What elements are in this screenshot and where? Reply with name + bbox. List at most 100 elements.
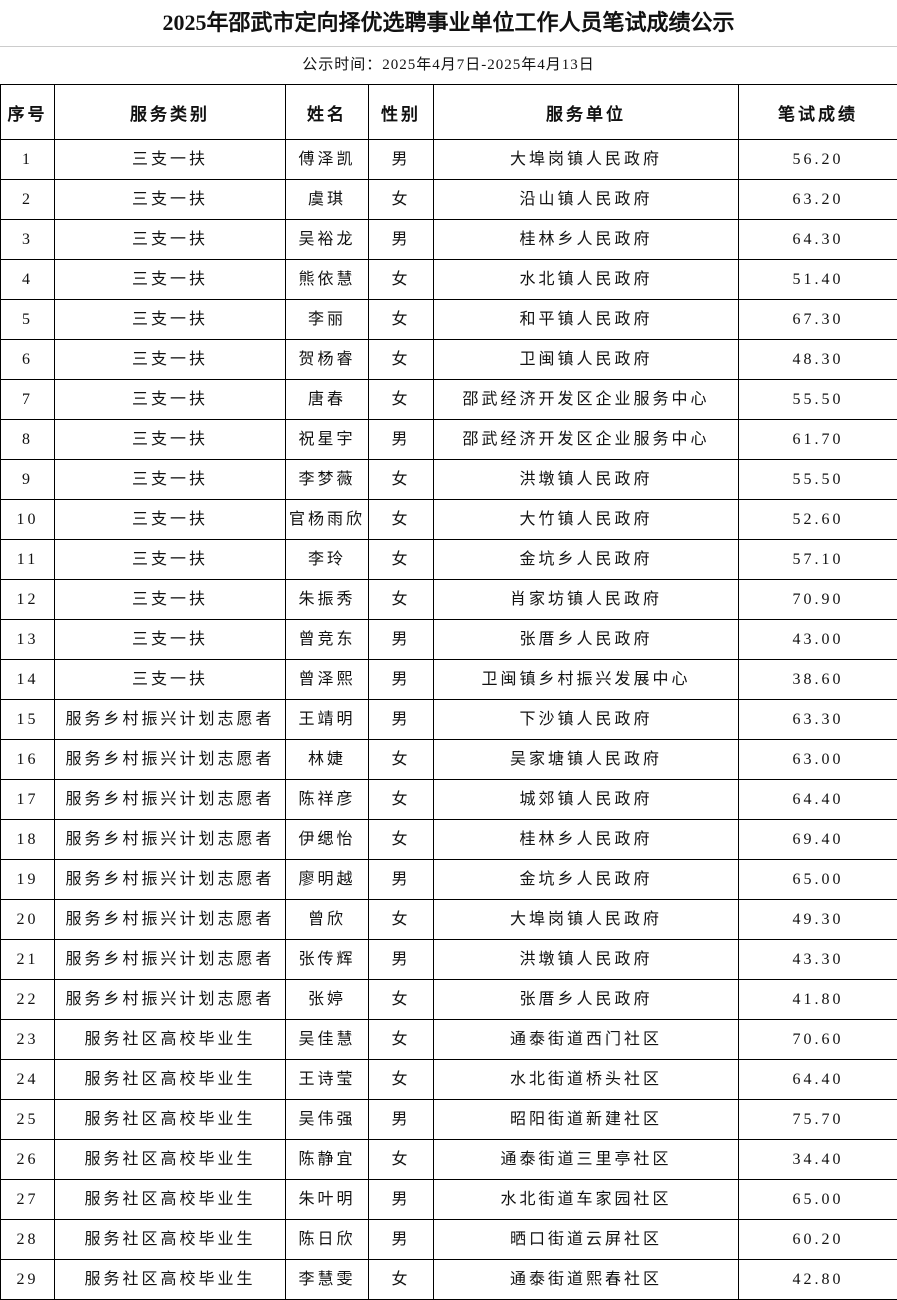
cell-service-unit: 卫闽镇乡村振兴发展中心 — [434, 660, 739, 700]
cell-gender: 女 — [369, 1260, 434, 1300]
cell-name: 李玲 — [286, 540, 369, 580]
cell-service-unit: 通泰街道熙春社区 — [434, 1260, 739, 1300]
cell-gender: 女 — [369, 740, 434, 780]
cell-written-score: 57.10 — [739, 540, 897, 580]
cell-service-category: 三支一扶 — [55, 300, 286, 340]
cell-written-score: 43.00 — [739, 620, 897, 660]
cell-written-score: 63.00 — [739, 740, 897, 780]
cell-service-unit: 昭阳街道新建社区 — [434, 1100, 739, 1140]
header-service-unit: 服务单位 — [434, 85, 739, 140]
cell-service-category: 服务乡村振兴计划志愿者 — [55, 700, 286, 740]
cell-name: 王诗莹 — [286, 1060, 369, 1100]
cell-service-category: 服务社区高校毕业生 — [55, 1060, 286, 1100]
cell-service-unit: 邵武经济开发区企业服务中心 — [434, 380, 739, 420]
page-title: 2025年邵武市定向择优选聘事业单位工作人员笔试成绩公示 — [0, 0, 897, 47]
cell-index: 24 — [1, 1060, 55, 1100]
cell-gender: 男 — [369, 140, 434, 180]
name-text: 熊依慧 — [286, 269, 368, 291]
cell-gender: 女 — [369, 340, 434, 380]
cell-service-category: 三支一扶 — [55, 180, 286, 220]
cell-index: 6 — [1, 340, 55, 380]
cell-service-unit: 和平镇人民政府 — [434, 300, 739, 340]
cell-written-score: 41.80 — [739, 980, 897, 1020]
cell-index: 8 — [1, 420, 55, 460]
cell-written-score: 63.30 — [739, 700, 897, 740]
cell-name: 伊缌怡 — [286, 820, 369, 860]
cell-service-category: 服务社区高校毕业生 — [55, 1260, 286, 1300]
name-text: 吴佳慧 — [286, 1029, 368, 1051]
cell-written-score: 51.40 — [739, 260, 897, 300]
cell-index: 10 — [1, 500, 55, 540]
cell-name: 曾竞东 — [286, 620, 369, 660]
cell-service-category: 三支一扶 — [55, 420, 286, 460]
name-text: 曾泽熙 — [286, 669, 368, 691]
cell-service-category: 三支一扶 — [55, 260, 286, 300]
cell-written-score: 67.30 — [739, 300, 897, 340]
cell-index: 2 — [1, 180, 55, 220]
name-text: 廖明越 — [286, 869, 368, 891]
name-text: 王诗莹 — [286, 1069, 368, 1091]
header-written-score: 笔试成绩 — [739, 85, 897, 140]
name-text: 曾欣 — [286, 909, 368, 931]
cell-service-unit: 水北镇人民政府 — [434, 260, 739, 300]
cell-service-category: 三支一扶 — [55, 620, 286, 660]
header-index: 序号 — [1, 85, 55, 140]
cell-name: 朱振秀 — [286, 580, 369, 620]
cell-service-category: 三支一扶 — [55, 580, 286, 620]
cell-index: 20 — [1, 900, 55, 940]
name-text: 贺杨睿 — [286, 349, 368, 371]
cell-name: 吴裕龙 — [286, 220, 369, 260]
cell-name: 陈静宜 — [286, 1140, 369, 1180]
cell-service-category: 服务社区高校毕业生 — [55, 1140, 286, 1180]
cell-index: 28 — [1, 1220, 55, 1260]
cell-service-unit: 桂林乡人民政府 — [434, 820, 739, 860]
cell-gender: 女 — [369, 580, 434, 620]
cell-name: 王靖明 — [286, 700, 369, 740]
cell-index: 21 — [1, 940, 55, 980]
cell-service-unit: 桂林乡人民政府 — [434, 220, 739, 260]
cell-name: 李丽 — [286, 300, 369, 340]
cell-name: 傅泽凯 — [286, 140, 369, 180]
cell-gender: 女 — [369, 540, 434, 580]
cell-written-score: 34.40 — [739, 1140, 897, 1180]
cell-gender: 男 — [369, 620, 434, 660]
name-text: 陈祥彦 — [286, 789, 368, 811]
cell-index: 17 — [1, 780, 55, 820]
cell-gender: 男 — [369, 1100, 434, 1140]
cell-name: 唐春 — [286, 380, 369, 420]
cell-service-unit: 下沙镇人民政府 — [434, 700, 739, 740]
name-text: 李慧雯 — [286, 1269, 368, 1291]
name-text: 虞琪 — [286, 189, 368, 211]
cell-service-category: 服务乡村振兴计划志愿者 — [55, 740, 286, 780]
cell-written-score: 38.60 — [739, 660, 897, 700]
cell-name: 祝星宇 — [286, 420, 369, 460]
name-text: 官杨雨欣 — [286, 509, 368, 531]
cell-name: 朱叶明 — [286, 1180, 369, 1220]
cell-written-score: 49.30 — [739, 900, 897, 940]
cell-gender: 女 — [369, 1020, 434, 1060]
cell-index: 9 — [1, 460, 55, 500]
cell-gender: 女 — [369, 380, 434, 420]
cell-gender: 女 — [369, 900, 434, 940]
cell-written-score: 65.00 — [739, 1180, 897, 1220]
cell-service-unit: 通泰街道西门社区 — [434, 1020, 739, 1060]
name-text: 傅泽凯 — [286, 149, 368, 171]
cell-name: 曾泽熙 — [286, 660, 369, 700]
name-text: 朱振秀 — [286, 589, 368, 611]
cell-written-score: 42.80 — [739, 1260, 897, 1300]
cell-name: 贺杨睿 — [286, 340, 369, 380]
header-gender: 性别 — [369, 85, 434, 140]
cell-index: 11 — [1, 540, 55, 580]
cell-written-score: 55.50 — [739, 380, 897, 420]
cell-written-score: 43.30 — [739, 940, 897, 980]
name-text: 张婷 — [286, 989, 368, 1011]
cell-service-unit: 沿山镇人民政府 — [434, 180, 739, 220]
